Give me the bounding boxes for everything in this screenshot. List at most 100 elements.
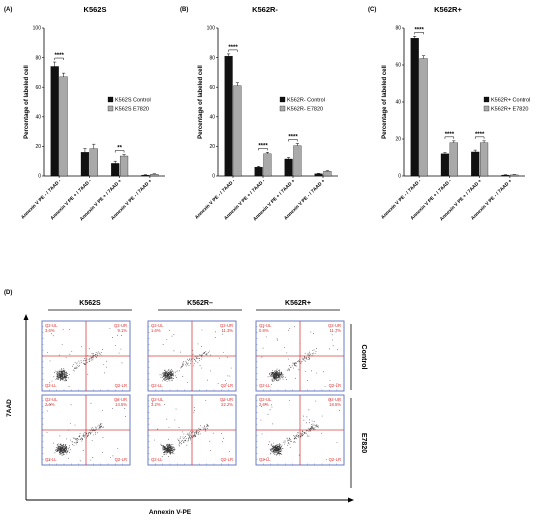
bar-chart-k562r-plus: (C) K562R+ 0 20 40 60 80 Percentage of labele… — [368, 5, 530, 222]
panel-label-a: (A) — [4, 7, 12, 13]
bar — [224, 55, 233, 177]
y-tick-label: 100 — [33, 26, 42, 32]
y-tick-label: 60 — [35, 85, 41, 91]
y-axis-label: Percentage of labeled cell — [24, 65, 30, 139]
quadrant-name-ur: Q2-UR — [328, 323, 341, 328]
significance-bracket — [288, 139, 298, 142]
event-dots — [47, 328, 123, 387]
quadrant-name-lr: Q2-LR — [329, 383, 341, 388]
bar — [479, 142, 489, 177]
chart-title-k562r-plus: K562R+ — [434, 5, 462, 14]
flow-column-header-k562s: K562S — [79, 300, 101, 307]
legend-label: K562S Control — [115, 98, 151, 104]
legend-label: K562R+ Control — [491, 98, 530, 104]
bar — [293, 145, 302, 177]
flow-y-axis-label: 7AAD — [6, 399, 13, 417]
legend-swatch — [107, 96, 114, 103]
y-tick-label: 40 — [209, 115, 215, 121]
y-tick-label: 80 — [209, 55, 215, 61]
quadrant-value-ul: 2.6% — [45, 402, 55, 407]
quadrant-name-ll: Q2-LL — [259, 383, 271, 388]
quadrant-name-ul: Q2-UL — [151, 323, 164, 328]
chart-title-k562s: K562S — [84, 5, 107, 14]
quadrant-value-ul: 1.6% — [151, 328, 161, 333]
quadrant-name-ll: Q2-LL — [45, 383, 57, 388]
quadrant-name-ll: Q2-LL — [151, 383, 163, 388]
flow-y-axis-arrowhead — [23, 314, 29, 320]
quadrant-value-ur: 22.2% — [221, 402, 233, 407]
quadrant-value-ul: 3.2% — [151, 402, 161, 407]
significance-label: **** — [445, 132, 455, 138]
panel-label-d: (D) — [4, 290, 12, 296]
bar — [111, 163, 120, 177]
significance-label: **** — [414, 28, 424, 34]
quadrant-name-ul: Q2-UL — [45, 323, 58, 328]
y-tick-label: 0 — [38, 174, 41, 180]
quadrant-name-ul: Q2-UL — [259, 397, 272, 402]
legend-swatch — [279, 105, 286, 112]
significance-label: **** — [258, 144, 268, 150]
bar — [89, 148, 98, 177]
significance-bracket — [474, 136, 485, 139]
bar — [440, 153, 450, 177]
bar — [141, 174, 150, 177]
flow-row-header-control: Control — [360, 345, 367, 370]
significance-bracket — [54, 57, 64, 61]
y-tick-label: 80 — [35, 55, 41, 61]
significance-label: ** — [117, 146, 122, 152]
quadrant-name-lr: Q2-LR — [115, 457, 127, 462]
quadrant-value-ur: 14.5% — [115, 402, 127, 407]
bar-chart-k562s: (A) K562S 0 20 40 60 80 100 Percentage of labe… — [4, 5, 165, 222]
significance-bracket — [228, 49, 238, 52]
significance-label: **** — [475, 132, 485, 138]
quadrant-value-ur: 9.1% — [117, 328, 127, 333]
flow-column-header-k562r-plus: K562R+ — [285, 300, 311, 307]
significance-label: **** — [54, 53, 64, 59]
bar — [314, 173, 323, 177]
quadrant-value-ul: 3.6% — [45, 328, 55, 333]
quadrant-value-ur: 18.5% — [329, 402, 341, 407]
y-tick-label: 20 — [35, 144, 41, 150]
quadrant-name-ul: Q2-UL — [151, 397, 164, 402]
bar — [254, 166, 263, 177]
bar — [59, 76, 68, 177]
legend-swatch — [279, 96, 286, 103]
significance-bracket — [414, 32, 424, 35]
y-tick-label: 40 — [35, 115, 41, 121]
chart-title-k562r-minus: K562R- — [252, 5, 278, 14]
panel-label-b: (B) — [180, 7, 188, 13]
flow-x-axis-arrowhead — [348, 497, 354, 503]
quadrant-value-ur: 11.7% — [329, 328, 341, 333]
significance-bracket — [114, 150, 125, 153]
quadrant-name-ur: Q2-UR — [220, 397, 233, 402]
flow-row-header-e7820: E7820 — [360, 433, 367, 453]
legend-label: K562R- E7820 — [287, 107, 323, 113]
y-tick-label: 0 — [212, 174, 215, 180]
quadrant-name-ur: Q2-UR — [114, 397, 127, 402]
legend-label: K562R- Control — [287, 98, 325, 104]
panel-label-c: (C) — [368, 7, 376, 13]
bar — [410, 38, 419, 177]
legend-swatch — [483, 96, 490, 103]
quadrant-name-ul: Q2-UL — [259, 323, 272, 328]
y-tick-label: 80 — [395, 26, 401, 32]
quadrant-name-ll: Q2-LL — [151, 457, 163, 462]
quadrant-name-ur: Q2-UR — [220, 323, 233, 328]
quadrant-name-ur: Q2-UR — [114, 323, 127, 328]
bar — [471, 151, 480, 177]
bar — [501, 174, 510, 177]
quadrant-value-ul: 2.6% — [259, 402, 269, 407]
bar — [80, 152, 90, 177]
significance-label: **** — [228, 45, 238, 51]
y-tick-label: 20 — [395, 137, 401, 143]
bar — [419, 58, 428, 177]
flow-cytometry-panel: (D) K562S K562R– K562R+ Control E7820 7A… — [4, 290, 367, 516]
quadrant-name-ll: Q2-LL — [45, 457, 57, 462]
significance-bracket — [444, 136, 455, 139]
quadrant-name-ul: Q2-UL — [45, 397, 58, 402]
y-tick-label: 0 — [398, 174, 401, 180]
y-tick-label: 40 — [395, 100, 401, 106]
y-axis-label: Percentage of labeled cell — [198, 65, 204, 139]
